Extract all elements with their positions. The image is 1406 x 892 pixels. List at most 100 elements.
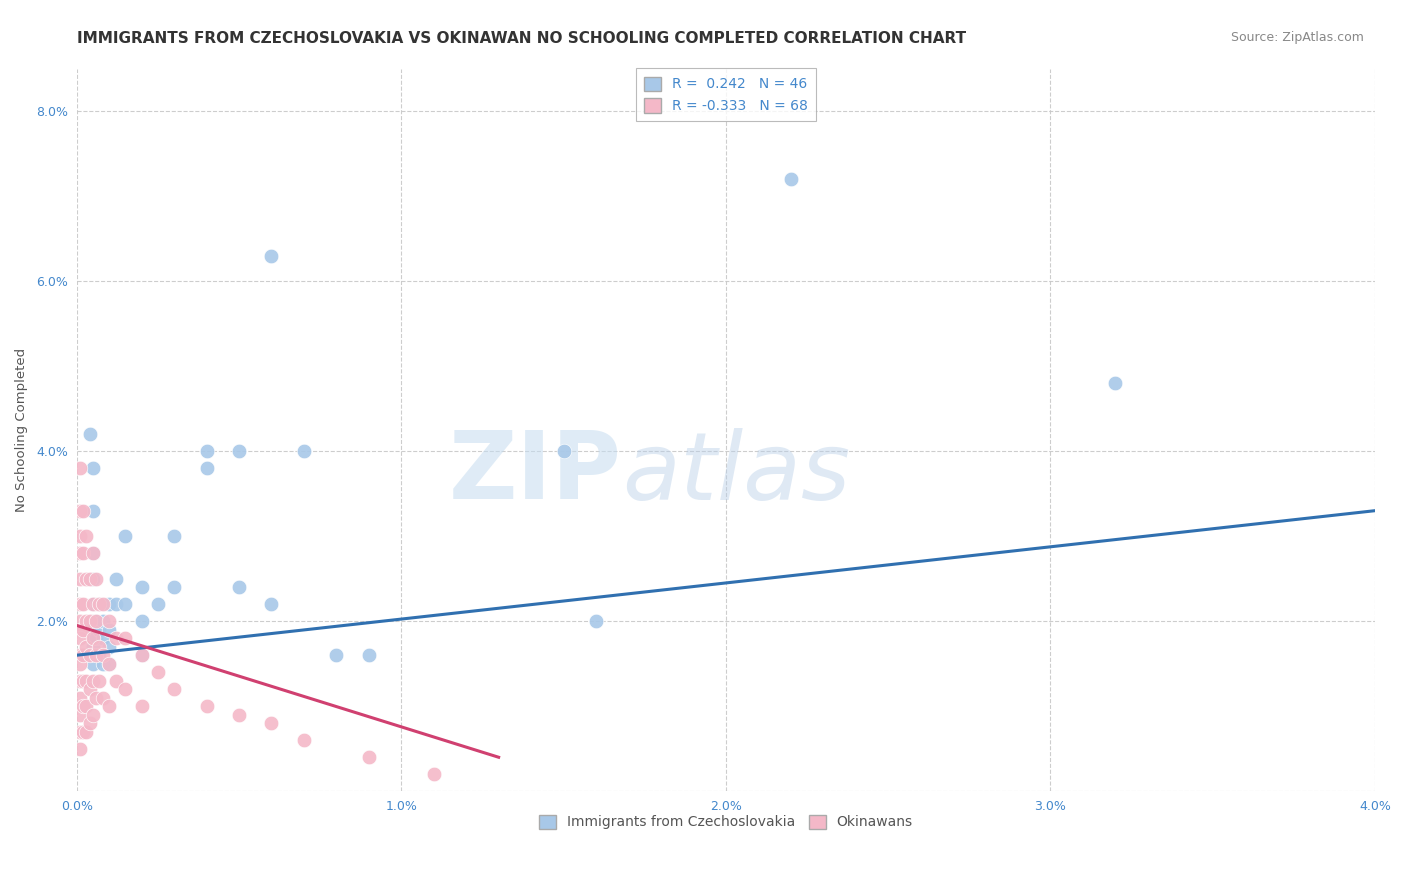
Point [163, 580, 186, 594]
Point [72, 546, 94, 560]
Point [75, 724, 97, 739]
Point [69, 673, 91, 688]
Text: Source: ZipAtlas.com: Source: ZipAtlas.com [1230, 31, 1364, 45]
Point [69, 572, 91, 586]
Point [131, 614, 153, 628]
Point [89, 623, 111, 637]
Point [69, 724, 91, 739]
Point [79, 716, 101, 731]
Point [69, 623, 91, 637]
Point [131, 648, 153, 663]
Point [82, 572, 104, 586]
Point [104, 597, 127, 611]
Point [325, 648, 347, 663]
Point [228, 707, 250, 722]
Point [84, 690, 107, 705]
Point [89, 673, 111, 688]
Point [195, 444, 218, 458]
Point [69, 648, 91, 663]
Text: atlas: atlas [621, 428, 851, 519]
Point [84, 572, 107, 586]
Point [72, 623, 94, 637]
Point [195, 699, 218, 714]
Point [82, 657, 104, 671]
Point [228, 444, 250, 458]
Point [91, 631, 114, 645]
Point [79, 572, 101, 586]
Point [1104, 376, 1126, 391]
Point [69, 529, 91, 543]
Point [114, 597, 136, 611]
Point [82, 707, 104, 722]
Point [75, 572, 97, 586]
Text: IMMIGRANTS FROM CZECHOSLOVAKIA VS OKINAWAN NO SCHOOLING COMPLETED CORRELATION CH: IMMIGRANTS FROM CZECHOSLOVAKIA VS OKINAW… [77, 31, 966, 46]
Y-axis label: No Schooling Completed: No Schooling Completed [15, 348, 28, 512]
Point [84, 631, 107, 645]
Point [146, 665, 169, 680]
Point [72, 597, 94, 611]
Point [260, 716, 283, 731]
Point [91, 657, 114, 671]
Point [131, 580, 153, 594]
Point [131, 648, 153, 663]
Legend: Immigrants from Czechoslovakia, Okinawans: Immigrants from Czechoslovakia, Okinawan… [533, 809, 918, 835]
Point [79, 427, 101, 442]
Point [91, 614, 114, 628]
Point [84, 648, 107, 663]
Point [79, 614, 101, 628]
Point [69, 707, 91, 722]
Point [98, 623, 121, 637]
Point [75, 529, 97, 543]
Point [357, 648, 380, 663]
Point [195, 461, 218, 475]
Point [98, 640, 121, 654]
Point [75, 640, 97, 654]
Point [82, 546, 104, 560]
Point [69, 461, 91, 475]
Point [69, 504, 91, 518]
Point [114, 682, 136, 697]
Point [69, 631, 91, 645]
Point [146, 597, 169, 611]
Point [82, 640, 104, 654]
Point [79, 648, 101, 663]
Point [82, 504, 104, 518]
Point [98, 699, 121, 714]
Point [82, 631, 104, 645]
Point [69, 597, 91, 611]
Point [82, 614, 104, 628]
Point [89, 648, 111, 663]
Point [91, 690, 114, 705]
Point [72, 673, 94, 688]
Point [422, 767, 444, 781]
Point [69, 657, 91, 671]
Point [292, 444, 315, 458]
Point [163, 529, 186, 543]
Point [72, 724, 94, 739]
Point [260, 597, 283, 611]
Point [91, 597, 114, 611]
Point [292, 733, 315, 747]
Point [75, 699, 97, 714]
Point [131, 699, 153, 714]
Point [163, 682, 186, 697]
Point [72, 699, 94, 714]
Point [260, 249, 283, 263]
Point [89, 597, 111, 611]
Point [114, 631, 136, 645]
Point [553, 444, 575, 458]
Point [75, 673, 97, 688]
Point [69, 741, 91, 756]
Point [79, 682, 101, 697]
Point [98, 657, 121, 671]
Point [82, 623, 104, 637]
Point [104, 673, 127, 688]
Point [91, 648, 114, 663]
Point [228, 580, 250, 594]
Point [82, 673, 104, 688]
Point [98, 657, 121, 671]
Point [69, 546, 91, 560]
Point [98, 597, 121, 611]
Point [72, 504, 94, 518]
Point [82, 546, 104, 560]
